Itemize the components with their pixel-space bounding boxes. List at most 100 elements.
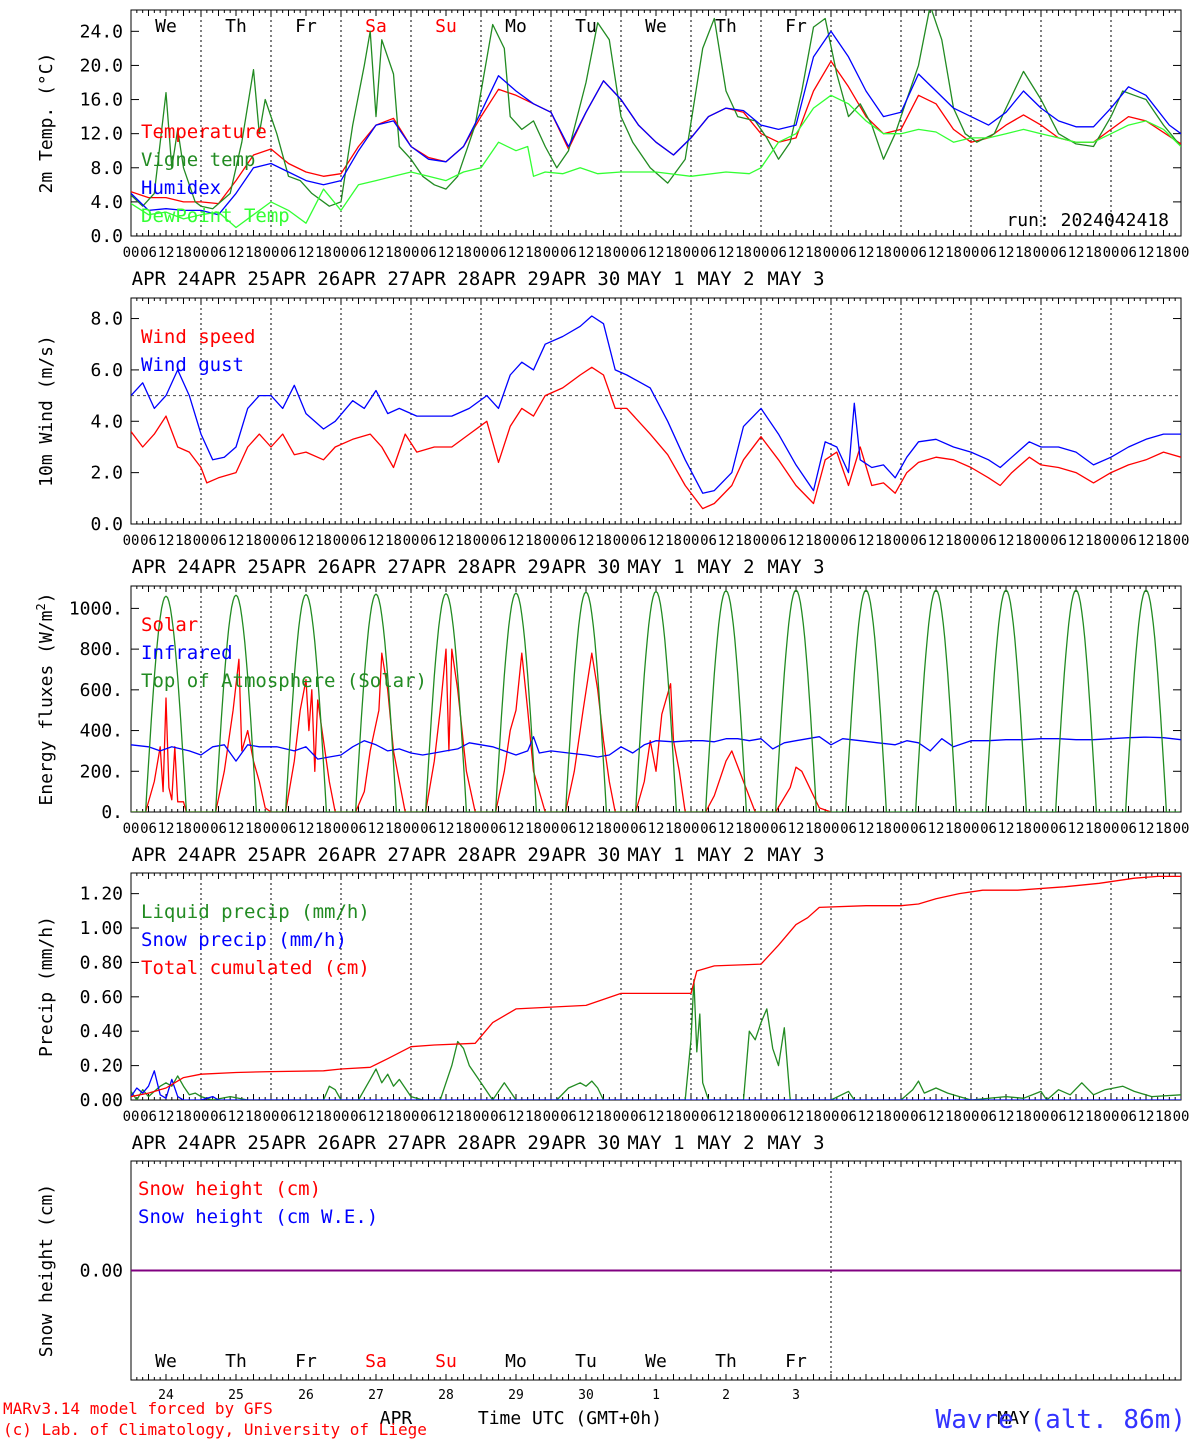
weekday-label: Th (715, 1351, 737, 1372)
y-tick-label: 1.20 (80, 884, 123, 905)
legend-entry: Wind gust (141, 354, 244, 376)
y-tick-label: 8.0 (90, 309, 123, 330)
y-axis-label: Energy fluxes (W/m2) (34, 592, 57, 805)
x-date-label: APR 24 (132, 1132, 201, 1154)
x-date-label: APR 24 (132, 268, 201, 290)
y-tick-label: 600. (80, 680, 123, 701)
x-hour-label: 12 (788, 245, 805, 261)
series-group (131, 10, 1181, 229)
x-hour-label: 12 (718, 821, 735, 837)
x-hour-label: 12 (648, 1109, 665, 1125)
x-hour-label: 00 (473, 533, 490, 549)
x-hour-label: 12 (578, 533, 595, 549)
x-hour-label: 00 (683, 821, 700, 837)
x-hour-label: 00 (1033, 1109, 1050, 1125)
x-hour-label: 00 (263, 245, 280, 261)
x-hour-label: 18 (945, 821, 962, 837)
x-hour-label: 00 (193, 533, 210, 549)
panel-temperature: 0.0 4.0 8.0 12.0 16.0 20.0 24.0 2m Temp. (°C) 00… (36, 9, 1190, 290)
station-label: Wavre (alt. 86m) (936, 1405, 1186, 1435)
x-date-label: APR 29 (482, 268, 551, 290)
legend-entry: Vigne temp (141, 149, 255, 171)
x-hour-label: 12 (158, 245, 175, 261)
weekday-label: Fr (295, 1351, 317, 1372)
x-hour-label: 18 (1155, 533, 1172, 549)
x-hour-label: 00 (193, 1109, 210, 1125)
series-line-liquid-precip-mm-h- (131, 978, 1181, 1100)
y-tick-label: 0. (101, 802, 123, 823)
x-hour-label: 12 (648, 533, 665, 549)
x-hour-label: 12 (858, 245, 875, 261)
x-date-label: APR 28 (412, 1132, 481, 1154)
weekday-label: Sa (365, 16, 387, 37)
y-tick-label: 0.60 (80, 987, 123, 1008)
x-hour-label: 06 (140, 821, 157, 837)
x-hour-label: 12 (858, 533, 875, 549)
x-hour-label: 06 (840, 821, 857, 837)
y-tick-label: 20.0 (80, 55, 123, 76)
series-line-wind-gust (131, 315, 1181, 494)
y-tick-label: 2.0 (90, 463, 123, 484)
x-hour-label: 06 (560, 245, 577, 261)
x-hour-label: 12 (788, 821, 805, 837)
x-date-label: MAY 3 (767, 1132, 824, 1154)
x-hour-label: 18 (315, 821, 332, 837)
x-hour-label: 18 (805, 245, 822, 261)
x-hour-label: 12 (508, 821, 525, 837)
x-hour-label: 18 (945, 1109, 962, 1125)
x-hour-label: 12 (438, 533, 455, 549)
x-hour-label: 00 (823, 821, 840, 837)
x-hour-label: 00 (333, 245, 350, 261)
x-hour-label: 06 (630, 821, 647, 837)
bottom-day-number: 2 (722, 1388, 730, 1403)
bottom-day-number: 30 (578, 1388, 594, 1403)
weekday-label: Sa (365, 1351, 387, 1372)
x-hour-label: 00 (1103, 1109, 1120, 1125)
bottom-axis: 24 25 26 27 28 29 30 1 2 3 APR MAY (158, 1388, 1030, 1429)
x-hour-label: 12 (718, 245, 735, 261)
series-line-infrared (131, 736, 1181, 762)
x-hour-label: 00 (123, 533, 140, 549)
x-hour-label: 06 (910, 1109, 927, 1125)
x-hour-label: 12 (928, 245, 945, 261)
x-hour-label: 06 (420, 821, 437, 837)
x-date-label: APR 30 (552, 556, 621, 578)
x-hour-label: 00 (123, 1109, 140, 1125)
footer-model: MARv3.14 model forced by GFS (3, 1399, 273, 1418)
weekday-label: Mo (505, 16, 527, 37)
y-tick-label: 1000. (69, 598, 123, 619)
weekday-label: We (155, 1351, 177, 1372)
x-hour-label: 06 (630, 533, 647, 549)
x-hour-label: 00 (1173, 245, 1190, 261)
weekday-label: We (645, 1351, 667, 1372)
legend-entry: Snow height (cm W.E.) (138, 1206, 378, 1228)
x-hour-label: 00 (1173, 821, 1190, 837)
x-hour-label: 18 (525, 533, 542, 549)
x-date-label: APR 25 (202, 1132, 271, 1154)
y-tick-label: 400. (80, 721, 123, 742)
y-tick-label: 0.40 (80, 1021, 123, 1042)
x-date-label: APR 29 (482, 556, 551, 578)
x-hour-label: 06 (350, 245, 367, 261)
legend-entry: Snow precip (mm/h) (141, 929, 347, 951)
x-hour-label: 00 (333, 533, 350, 549)
x-hour-label: 18 (525, 245, 542, 261)
x-hour-label: 00 (473, 821, 490, 837)
x-hour-label: 00 (333, 1109, 350, 1125)
x-hour-label: 00 (123, 821, 140, 837)
x-hour-label: 06 (1120, 1109, 1137, 1125)
y-tick-label: 0.00 (80, 1261, 123, 1282)
x-hour-label: 18 (455, 533, 472, 549)
bottom-day-number: 26 (298, 1388, 314, 1403)
x-hour-label: 12 (158, 821, 175, 837)
y-tick-label: 4.0 (90, 192, 123, 213)
x-hour-label: 00 (263, 821, 280, 837)
x-date-label: APR 28 (412, 268, 481, 290)
x-hour-label: 06 (1050, 533, 1067, 549)
y-tick-label: 8.0 (90, 158, 123, 179)
x-hour-label: 00 (1103, 821, 1120, 837)
legend-entry: Humidex (141, 177, 221, 199)
x-hour-label: 18 (1015, 821, 1032, 837)
x-hour-label: 06 (630, 1109, 647, 1125)
